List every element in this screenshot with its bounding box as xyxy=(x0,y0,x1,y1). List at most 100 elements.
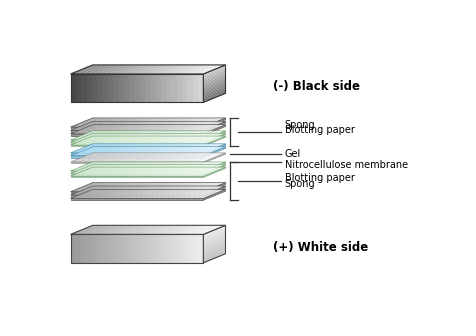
Polygon shape xyxy=(193,235,198,263)
Polygon shape xyxy=(177,74,182,102)
Polygon shape xyxy=(182,118,209,127)
Polygon shape xyxy=(81,162,109,171)
Polygon shape xyxy=(182,131,209,140)
Polygon shape xyxy=(188,165,215,174)
Polygon shape xyxy=(203,190,226,200)
Polygon shape xyxy=(102,65,130,74)
Polygon shape xyxy=(97,190,125,198)
Polygon shape xyxy=(97,225,125,235)
Polygon shape xyxy=(203,233,226,243)
Polygon shape xyxy=(70,153,203,155)
Polygon shape xyxy=(166,183,194,192)
Polygon shape xyxy=(156,146,183,156)
Polygon shape xyxy=(188,65,215,74)
Polygon shape xyxy=(198,167,226,176)
Polygon shape xyxy=(87,65,114,74)
Polygon shape xyxy=(166,131,194,140)
Polygon shape xyxy=(203,133,226,144)
Polygon shape xyxy=(198,165,226,174)
Polygon shape xyxy=(203,241,226,251)
Polygon shape xyxy=(102,190,130,198)
Polygon shape xyxy=(81,183,109,192)
Polygon shape xyxy=(70,140,203,141)
Polygon shape xyxy=(150,153,178,162)
Polygon shape xyxy=(177,167,204,176)
Polygon shape xyxy=(113,146,140,156)
Polygon shape xyxy=(139,136,167,145)
Polygon shape xyxy=(108,225,135,235)
Polygon shape xyxy=(182,153,209,162)
Polygon shape xyxy=(182,190,209,198)
Polygon shape xyxy=(203,131,226,141)
Polygon shape xyxy=(182,144,209,153)
Polygon shape xyxy=(188,118,215,127)
Polygon shape xyxy=(87,225,114,235)
Polygon shape xyxy=(203,248,226,258)
Polygon shape xyxy=(92,131,119,140)
Polygon shape xyxy=(161,65,188,74)
Polygon shape xyxy=(70,195,203,197)
Polygon shape xyxy=(92,136,119,145)
Polygon shape xyxy=(102,186,130,195)
Polygon shape xyxy=(166,74,171,102)
Polygon shape xyxy=(177,225,204,235)
Polygon shape xyxy=(150,144,178,153)
Polygon shape xyxy=(108,131,135,140)
Polygon shape xyxy=(129,131,157,140)
Polygon shape xyxy=(203,234,226,244)
Polygon shape xyxy=(134,136,162,145)
Polygon shape xyxy=(166,118,194,127)
Polygon shape xyxy=(171,183,199,192)
Polygon shape xyxy=(134,153,162,162)
Polygon shape xyxy=(171,131,199,140)
Polygon shape xyxy=(124,235,129,263)
Polygon shape xyxy=(70,74,76,102)
Polygon shape xyxy=(76,146,103,156)
Polygon shape xyxy=(139,183,167,192)
Polygon shape xyxy=(150,225,178,235)
Polygon shape xyxy=(145,225,172,235)
Polygon shape xyxy=(145,235,150,263)
Polygon shape xyxy=(129,65,157,74)
Polygon shape xyxy=(193,190,220,198)
Polygon shape xyxy=(124,133,151,142)
Polygon shape xyxy=(193,153,220,162)
Polygon shape xyxy=(81,133,109,142)
Polygon shape xyxy=(203,68,226,78)
Polygon shape xyxy=(188,153,215,162)
Polygon shape xyxy=(203,227,226,237)
Polygon shape xyxy=(156,118,183,127)
Polygon shape xyxy=(87,146,114,156)
Polygon shape xyxy=(113,121,140,130)
Polygon shape xyxy=(182,186,209,195)
Polygon shape xyxy=(193,162,220,171)
Polygon shape xyxy=(108,235,113,263)
Polygon shape xyxy=(108,136,135,145)
Polygon shape xyxy=(134,65,162,74)
Polygon shape xyxy=(97,235,102,263)
Polygon shape xyxy=(102,153,130,162)
Polygon shape xyxy=(70,136,98,145)
Polygon shape xyxy=(81,146,109,156)
Polygon shape xyxy=(182,121,209,130)
Polygon shape xyxy=(92,186,119,195)
Polygon shape xyxy=(203,136,226,146)
Polygon shape xyxy=(76,133,103,142)
Polygon shape xyxy=(113,136,140,145)
Polygon shape xyxy=(182,146,209,156)
Polygon shape xyxy=(113,167,140,176)
Polygon shape xyxy=(203,76,226,87)
Polygon shape xyxy=(166,186,194,195)
Polygon shape xyxy=(87,144,114,153)
Polygon shape xyxy=(203,251,226,261)
Polygon shape xyxy=(119,136,146,145)
Polygon shape xyxy=(81,118,109,127)
Polygon shape xyxy=(119,65,146,74)
Polygon shape xyxy=(193,74,198,102)
Polygon shape xyxy=(119,118,146,127)
Polygon shape xyxy=(70,130,203,132)
Polygon shape xyxy=(108,183,135,192)
Polygon shape xyxy=(177,235,182,263)
Polygon shape xyxy=(108,133,135,142)
Polygon shape xyxy=(161,153,188,162)
